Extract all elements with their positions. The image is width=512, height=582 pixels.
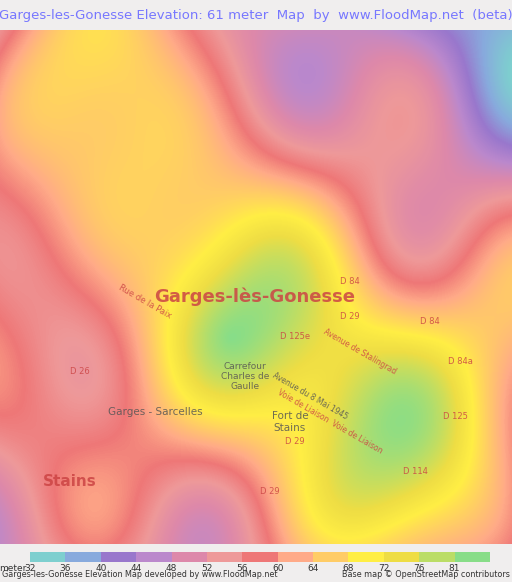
Text: D 125e: D 125e bbox=[280, 332, 310, 341]
FancyBboxPatch shape bbox=[419, 552, 455, 562]
Text: D 26: D 26 bbox=[70, 367, 90, 376]
Text: 64: 64 bbox=[307, 564, 319, 573]
FancyBboxPatch shape bbox=[66, 552, 101, 562]
Text: D 29: D 29 bbox=[260, 488, 280, 496]
Text: 72: 72 bbox=[378, 564, 390, 573]
Text: 81: 81 bbox=[449, 564, 460, 573]
FancyBboxPatch shape bbox=[349, 552, 384, 562]
Text: Garges-lès-Gonesse: Garges-lès-Gonesse bbox=[155, 287, 355, 306]
Text: D 29: D 29 bbox=[340, 312, 360, 321]
FancyBboxPatch shape bbox=[207, 552, 242, 562]
FancyBboxPatch shape bbox=[313, 552, 349, 562]
Text: 36: 36 bbox=[59, 564, 71, 573]
Text: Rue de la Paix: Rue de la Paix bbox=[117, 282, 173, 320]
Text: Carrefour
Charles de
Gaulle: Carrefour Charles de Gaulle bbox=[221, 361, 269, 392]
Text: Garges-les-Gonesse Elevation: 61 meter  Map  by  www.FloodMap.net  (beta): Garges-les-Gonesse Elevation: 61 meter M… bbox=[0, 9, 512, 22]
Text: D 29: D 29 bbox=[285, 437, 305, 446]
Text: 56: 56 bbox=[237, 564, 248, 573]
Text: Garges - Sarcelles: Garges - Sarcelles bbox=[108, 407, 202, 417]
Text: meter: meter bbox=[0, 564, 27, 573]
Text: D 125: D 125 bbox=[442, 412, 467, 421]
Text: 68: 68 bbox=[343, 564, 354, 573]
Text: Garges-les-Gonesse Elevation Map developed by www.FloodMap.net: Garges-les-Gonesse Elevation Map develop… bbox=[2, 570, 278, 579]
Text: Avenue du 8 Mai 1945: Avenue du 8 Mai 1945 bbox=[271, 371, 349, 422]
FancyBboxPatch shape bbox=[242, 552, 278, 562]
Text: 40: 40 bbox=[95, 564, 106, 573]
FancyBboxPatch shape bbox=[101, 552, 136, 562]
Text: D 84: D 84 bbox=[420, 317, 440, 326]
FancyBboxPatch shape bbox=[455, 552, 490, 562]
Text: D 84: D 84 bbox=[340, 276, 360, 286]
Text: Avenue de Stalingrad: Avenue de Stalingrad bbox=[322, 327, 398, 376]
Text: 44: 44 bbox=[131, 564, 142, 573]
Text: 52: 52 bbox=[201, 564, 212, 573]
Text: Base map © OpenStreetMap contributors: Base map © OpenStreetMap contributors bbox=[342, 570, 510, 579]
Text: 48: 48 bbox=[166, 564, 177, 573]
FancyBboxPatch shape bbox=[384, 552, 419, 562]
Text: 76: 76 bbox=[414, 564, 425, 573]
Text: Stains: Stains bbox=[43, 474, 97, 489]
Text: 60: 60 bbox=[272, 564, 284, 573]
Text: 32: 32 bbox=[24, 564, 36, 573]
Text: D 84a: D 84a bbox=[447, 357, 473, 366]
Text: D 114: D 114 bbox=[402, 467, 428, 477]
FancyBboxPatch shape bbox=[278, 552, 313, 562]
FancyBboxPatch shape bbox=[136, 552, 172, 562]
Text: Fort de
Stains: Fort de Stains bbox=[272, 411, 308, 432]
FancyBboxPatch shape bbox=[172, 552, 207, 562]
FancyBboxPatch shape bbox=[30, 552, 66, 562]
Text: Voie de Liaison  Voie de Liaison: Voie de Liaison Voie de Liaison bbox=[276, 388, 384, 456]
